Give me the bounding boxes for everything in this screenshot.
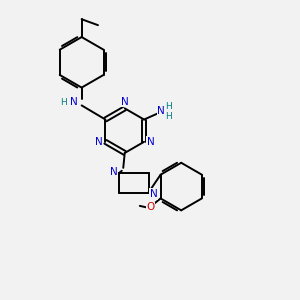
Text: H: H	[165, 112, 172, 121]
Text: N: N	[95, 137, 103, 147]
Text: H: H	[61, 98, 68, 107]
Text: N: N	[158, 106, 165, 116]
Text: N: N	[150, 189, 158, 199]
Text: N: N	[110, 167, 117, 177]
Text: N: N	[70, 98, 78, 107]
Text: O: O	[146, 202, 154, 212]
Text: H: H	[165, 102, 172, 111]
Text: N: N	[147, 137, 154, 147]
Text: N: N	[121, 97, 129, 107]
